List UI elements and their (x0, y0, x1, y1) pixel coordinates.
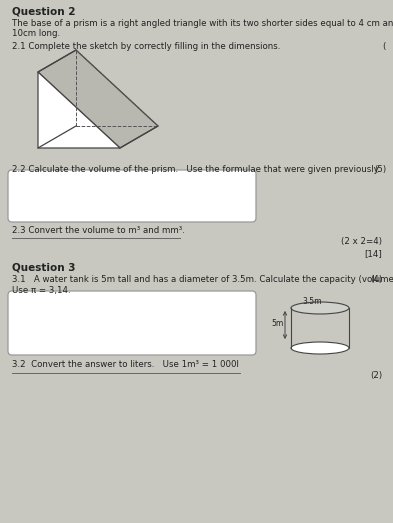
FancyBboxPatch shape (8, 170, 256, 222)
Text: 10cm long.: 10cm long. (12, 29, 60, 38)
Text: Question 3: Question 3 (12, 262, 75, 272)
Polygon shape (38, 50, 158, 148)
Ellipse shape (291, 302, 349, 314)
Text: 3.1   A water tank is 5m tall and has a diameter of 3.5m. Calculate the capacity: 3.1 A water tank is 5m tall and has a di… (12, 275, 393, 284)
Text: Use π = 3,14.: Use π = 3,14. (12, 286, 71, 295)
Text: (5): (5) (374, 165, 386, 174)
Text: 2.3 Convert the volume to m³ and mm³.: 2.3 Convert the volume to m³ and mm³. (12, 226, 185, 235)
Ellipse shape (291, 342, 349, 354)
Polygon shape (38, 72, 120, 148)
Text: The base of a prism is a right angled triangle with its two shorter sides equal : The base of a prism is a right angled tr… (12, 19, 393, 28)
Text: 5m: 5m (271, 319, 283, 327)
Text: [14]: [14] (364, 249, 382, 258)
Text: 3.2  Convert the answer to liters.   Use 1m³ = 1 000l: 3.2 Convert the answer to liters. Use 1m… (12, 360, 239, 369)
Text: (2): (2) (370, 371, 382, 380)
Text: Question 2: Question 2 (12, 7, 75, 17)
Text: 3.5m: 3.5m (302, 297, 322, 306)
FancyBboxPatch shape (8, 291, 256, 355)
Text: 2.1 Complete the sketch by correctly filling in the dimensions.: 2.1 Complete the sketch by correctly fil… (12, 42, 280, 51)
Text: (2 x 2=4): (2 x 2=4) (341, 237, 382, 246)
Text: (: ( (383, 42, 386, 51)
Text: (4): (4) (370, 275, 382, 284)
Text: 2.2 Calculate the volume of the prism.   Use the formulae that were given previo: 2.2 Calculate the volume of the prism. U… (12, 165, 380, 174)
